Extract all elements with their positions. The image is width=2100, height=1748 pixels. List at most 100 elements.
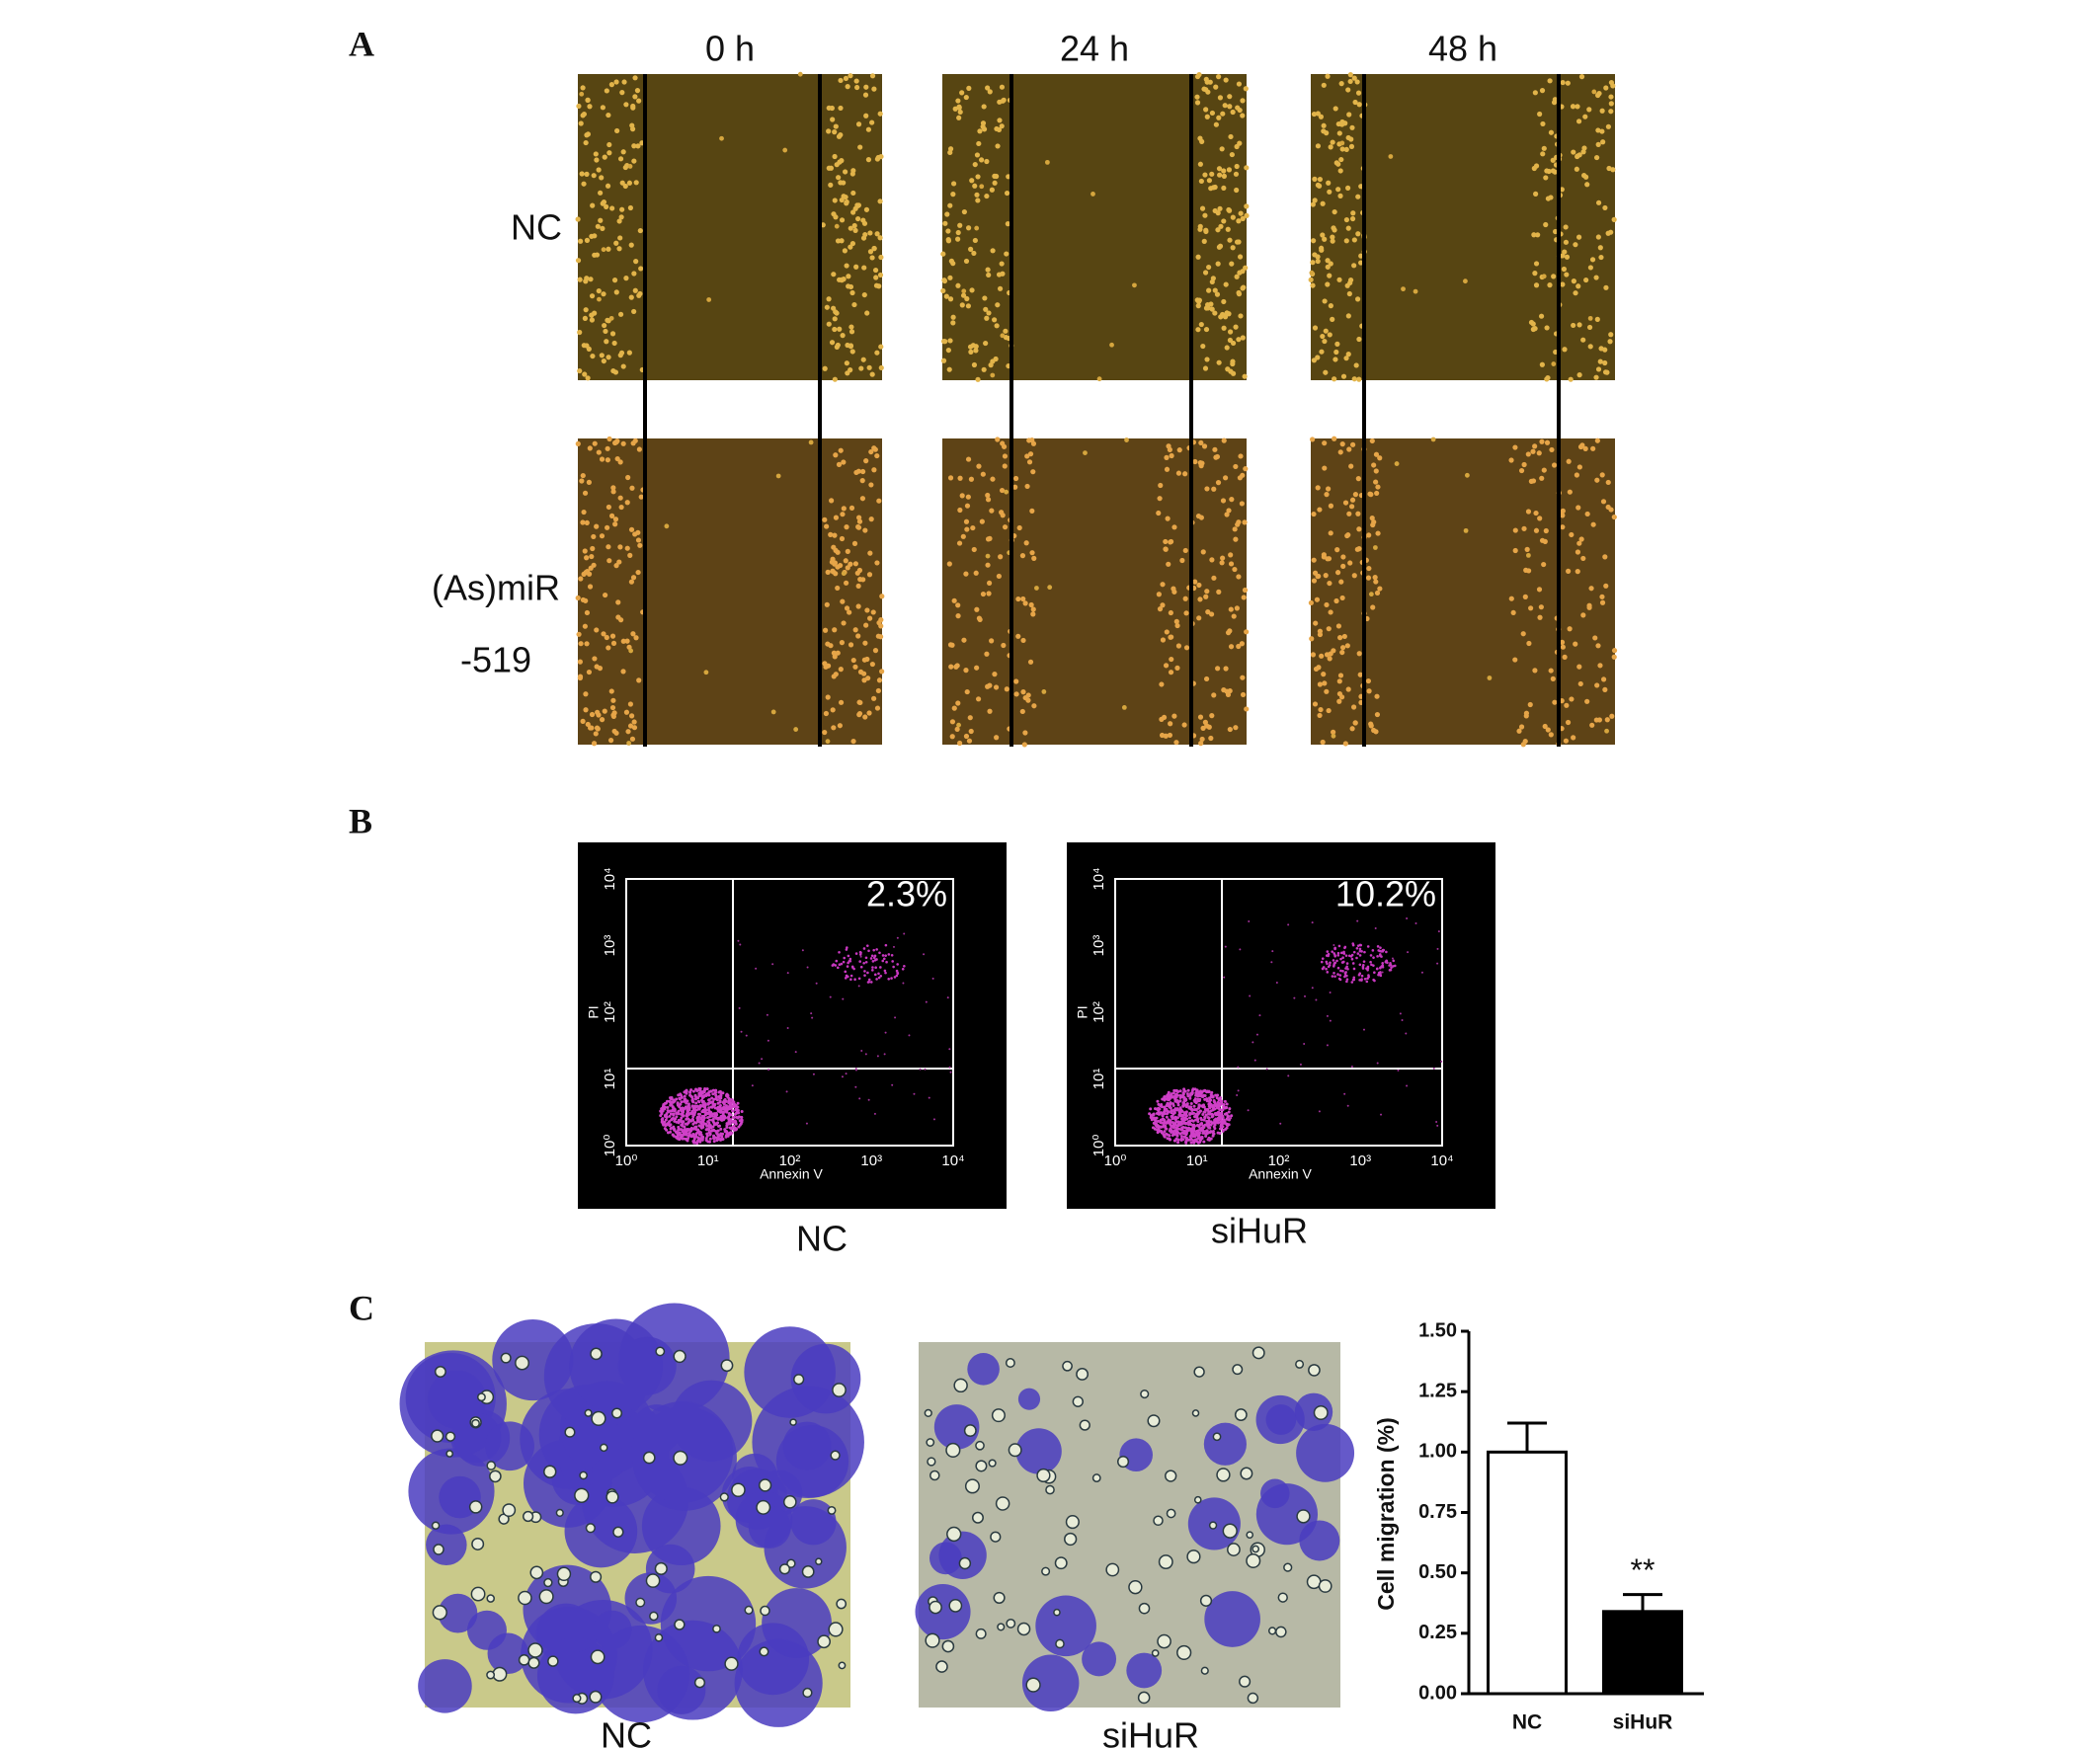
cell bbox=[853, 264, 859, 270]
event bbox=[716, 1138, 720, 1142]
pore bbox=[758, 1478, 772, 1492]
cell bbox=[605, 524, 610, 530]
stained-cell bbox=[790, 1499, 837, 1546]
event bbox=[712, 1134, 716, 1138]
pore bbox=[518, 1654, 530, 1666]
cell bbox=[602, 154, 607, 160]
cell bbox=[1012, 475, 1019, 482]
stained-cell bbox=[418, 1659, 472, 1713]
cell bbox=[872, 648, 879, 654]
cell bbox=[624, 638, 630, 644]
event bbox=[1178, 1106, 1182, 1110]
cell bbox=[1203, 107, 1209, 113]
pore bbox=[600, 1443, 608, 1453]
event bbox=[1172, 1110, 1176, 1114]
cell bbox=[1215, 261, 1221, 267]
pore bbox=[673, 1450, 688, 1466]
event bbox=[734, 1122, 738, 1126]
cell bbox=[1337, 193, 1343, 199]
cell bbox=[1220, 498, 1227, 504]
event bbox=[684, 1133, 687, 1137]
cell bbox=[616, 246, 622, 252]
cell bbox=[1020, 596, 1026, 602]
cell bbox=[835, 342, 841, 349]
cell bbox=[586, 669, 593, 675]
event bbox=[1378, 953, 1382, 956]
cell bbox=[863, 113, 869, 119]
cell bbox=[1044, 159, 1050, 165]
event bbox=[1192, 1111, 1196, 1115]
pore bbox=[1275, 1626, 1287, 1638]
event bbox=[1405, 1032, 1408, 1035]
cell bbox=[874, 705, 881, 711]
event bbox=[661, 1106, 665, 1110]
cell bbox=[1002, 524, 1009, 530]
event bbox=[1399, 1012, 1402, 1015]
cell bbox=[1227, 726, 1233, 733]
cell bbox=[828, 531, 834, 537]
cell bbox=[1344, 643, 1350, 649]
cell bbox=[1340, 554, 1346, 560]
event bbox=[1180, 1094, 1184, 1098]
pore bbox=[673, 1349, 687, 1364]
cell bbox=[1365, 677, 1371, 684]
cell bbox=[1221, 437, 1227, 443]
event bbox=[863, 974, 866, 977]
event bbox=[1201, 1131, 1205, 1135]
cell bbox=[835, 585, 841, 592]
cell bbox=[596, 287, 602, 294]
cell bbox=[878, 254, 884, 261]
cell bbox=[822, 627, 829, 633]
cell bbox=[848, 329, 855, 335]
cell bbox=[606, 355, 611, 360]
cell bbox=[1328, 530, 1333, 536]
event bbox=[847, 961, 849, 965]
event bbox=[1190, 1132, 1194, 1136]
event bbox=[841, 1075, 844, 1078]
cell bbox=[967, 715, 973, 721]
cell bbox=[1001, 642, 1007, 649]
image-background bbox=[1311, 74, 1615, 380]
cell bbox=[979, 184, 985, 190]
cell bbox=[1532, 668, 1538, 674]
event bbox=[1176, 1103, 1180, 1107]
cell bbox=[1375, 484, 1381, 490]
cell bbox=[1238, 210, 1244, 216]
event bbox=[724, 1130, 728, 1134]
pore bbox=[993, 1591, 1006, 1604]
percent-label: 2.3% bbox=[866, 874, 947, 914]
stained-cell bbox=[1126, 1652, 1163, 1689]
cell bbox=[1562, 249, 1568, 255]
event bbox=[858, 960, 861, 963]
pore bbox=[975, 1628, 987, 1639]
stained-cell bbox=[782, 1421, 832, 1470]
cell bbox=[597, 296, 602, 302]
cell bbox=[840, 598, 846, 604]
event bbox=[810, 1012, 813, 1015]
event bbox=[703, 1088, 707, 1092]
event bbox=[1247, 1109, 1250, 1112]
y-tick-label: 1.50 bbox=[1418, 1319, 1457, 1341]
cell bbox=[1090, 192, 1095, 197]
event bbox=[716, 1109, 720, 1113]
cell bbox=[1240, 691, 1247, 698]
event bbox=[1237, 1066, 1240, 1069]
cell bbox=[1310, 201, 1316, 207]
cell bbox=[1594, 316, 1600, 322]
pore bbox=[1295, 1359, 1305, 1369]
cell bbox=[957, 109, 963, 116]
pore bbox=[830, 1450, 841, 1461]
cell bbox=[1366, 565, 1372, 572]
cell bbox=[868, 482, 874, 488]
event bbox=[682, 1114, 686, 1118]
cell bbox=[999, 84, 1006, 90]
pore bbox=[1239, 1675, 1252, 1688]
cell bbox=[1229, 497, 1235, 503]
cell bbox=[623, 709, 630, 715]
cell bbox=[1230, 214, 1236, 220]
cell bbox=[1564, 702, 1570, 708]
cell bbox=[1317, 681, 1323, 687]
cell bbox=[1325, 556, 1331, 562]
event bbox=[1177, 1127, 1181, 1131]
cell bbox=[580, 472, 586, 479]
